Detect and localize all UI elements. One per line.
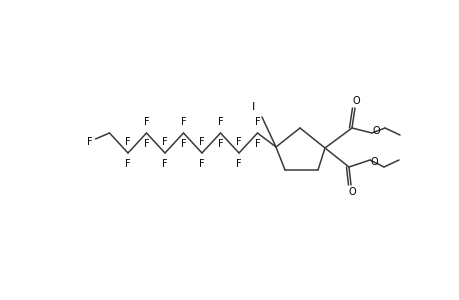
Text: F: F bbox=[125, 137, 130, 147]
Text: F: F bbox=[162, 159, 168, 169]
Text: F: F bbox=[143, 117, 149, 127]
Text: F: F bbox=[235, 159, 241, 169]
Text: F: F bbox=[199, 159, 204, 169]
Text: F: F bbox=[143, 139, 149, 149]
Text: O: O bbox=[347, 187, 355, 197]
Text: F: F bbox=[254, 139, 260, 149]
Text: F: F bbox=[180, 117, 186, 127]
Text: F: F bbox=[235, 137, 241, 147]
Text: I: I bbox=[252, 102, 255, 112]
Text: F: F bbox=[254, 117, 260, 127]
Text: F: F bbox=[162, 137, 168, 147]
Text: F: F bbox=[86, 137, 92, 147]
Text: O: O bbox=[369, 157, 377, 167]
Text: F: F bbox=[125, 159, 130, 169]
Text: F: F bbox=[217, 139, 223, 149]
Text: O: O bbox=[352, 96, 359, 106]
Text: F: F bbox=[199, 137, 204, 147]
Text: O: O bbox=[371, 126, 379, 136]
Text: F: F bbox=[217, 117, 223, 127]
Text: F: F bbox=[180, 139, 186, 149]
